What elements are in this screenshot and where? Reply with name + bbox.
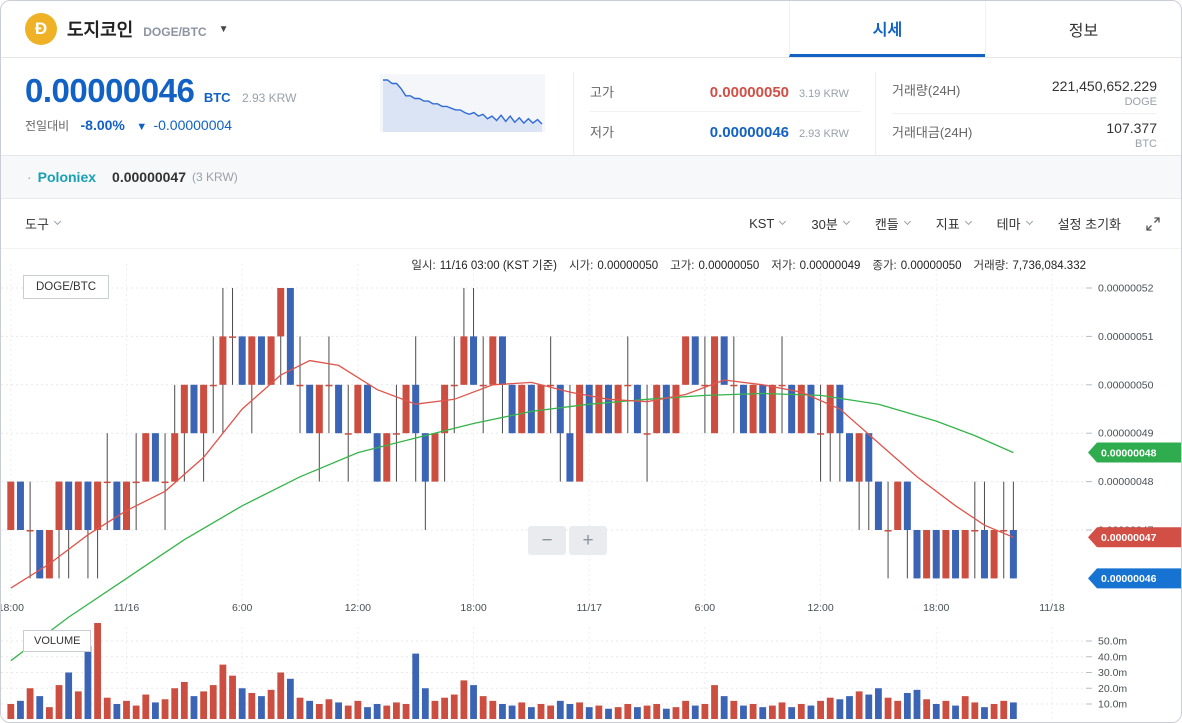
svg-text:0.00000048: 0.00000048 (1098, 476, 1154, 488)
header-tabs: 시세 정보 (789, 1, 1181, 57)
price-pane-label: DOGE/BTC (23, 275, 110, 299)
chart-toolbar: 도구 KST 30분 캔들 지표 테마 설정 초기화 (1, 199, 1181, 249)
svg-text:11/18: 11/18 (1039, 602, 1065, 614)
fullscreen-expand-icon[interactable] (1145, 216, 1161, 232)
coin-name: 도지코인 (67, 20, 134, 40)
volume-24h-unit: DOGE (1124, 96, 1157, 108)
exchange-name: Poloniex (37, 169, 97, 185)
exchange-compare-strip: · Poloniex 0.00000047 (3 KRW) (1, 156, 1181, 199)
mini-sparkline (380, 74, 545, 132)
amount-24h-row: 거래대금(24H) 107.377 BTC (892, 114, 1157, 155)
svg-text:40.0m: 40.0m (1098, 651, 1127, 663)
svg-text:0.00000049: 0.00000049 (1098, 428, 1154, 440)
chevron-down-icon (964, 217, 972, 226)
zoom-in-button[interactable]: + (569, 526, 607, 555)
price-krw-equiv: 2.93 KRW (241, 91, 297, 105)
candlestick-chart[interactable]: 0.00000052 0.00000051 0.00000050 0.00000049… (1, 249, 1182, 722)
ohlc-pair: 시가: 0.00000050 (569, 260, 659, 272)
header: Đ 도지코인 DOGE/BTC ▼ 시세 정보 (1, 1, 1181, 58)
tab-price[interactable]: 시세 (789, 1, 985, 57)
toolbar-dropdown-캔들[interactable]: 캔들 (875, 214, 911, 233)
amount-24h-label: 거래대금(24H) (892, 125, 973, 140)
zoom-controls: − + (528, 526, 607, 555)
svg-text:18:00: 18:00 (923, 602, 949, 614)
svg-text:12:00: 12:00 (345, 602, 371, 614)
svg-text:0.00000048: 0.00000048 (1101, 447, 1157, 459)
svg-text:0.00000052: 0.00000052 (1098, 283, 1154, 295)
price-summary: 0.00000046 BTC 2.93 KRW 전일대비 -8.00% ▼ -0… (1, 58, 1181, 156)
svg-text:18:00: 18:00 (460, 602, 486, 614)
svg-text:30.0m: 30.0m (1098, 667, 1127, 679)
high-krw: 3.19 KRW (799, 88, 849, 100)
volume-24h-value: 221,450,652.229 (1051, 78, 1157, 94)
ohlc-pair: 저가: 0.00000049 (771, 260, 861, 272)
volume-pane-label: VOLUME (23, 630, 92, 652)
amount-24h-value: 107.377 (1106, 120, 1157, 136)
toolbar-right: KST 30분 캔들 지표 테마 설정 초기화 (723, 214, 1161, 233)
low-row: 저가 0.00000046 2.93 KRW (590, 112, 861, 152)
ohlc-pair: 거래량: 7,736,084.332 (973, 260, 1086, 272)
current-price-block: 0.00000046 BTC 2.93 KRW 전일대비 -8.00% ▼ -0… (25, 72, 380, 155)
change-amount: -0.00000004 (153, 117, 233, 133)
coin-dropdown-caret-icon[interactable]: ▼ (218, 23, 229, 35)
volume-24h-label: 거래량(24H) (892, 83, 961, 98)
high-label: 고가 (590, 85, 614, 100)
tab-info[interactable]: 정보 (985, 1, 1181, 57)
bullet: · (27, 169, 32, 185)
low-krw: 2.93 KRW (799, 128, 849, 140)
change-percent: -8.00% (80, 117, 125, 133)
chevron-down-icon (842, 217, 850, 226)
price-currency: BTC (203, 90, 231, 105)
low-value: 0.00000046 (709, 124, 789, 141)
svg-text:11/16: 11/16 (114, 602, 140, 614)
coin-info: Đ 도지코인 DOGE/BTC ▼ (25, 1, 229, 57)
svg-text:10.0m: 10.0m (1098, 699, 1127, 711)
chevron-down-icon (53, 217, 61, 226)
svg-text:0.00000051: 0.00000051 (1098, 331, 1154, 343)
zoom-out-button[interactable]: − (528, 526, 566, 555)
ohlc-pair: 일시: 11/16 03:00 (KST 기준) (411, 260, 558, 272)
mini-sparkline-svg (383, 79, 543, 132)
volume-24h-row: 거래량(24H) 221,450,652.229 DOGE (892, 72, 1157, 114)
coin-pair-label: DOGE/BTC (143, 24, 207, 39)
down-arrow-icon: ▼ (136, 121, 148, 133)
dogecoin-logo-icon: Đ (25, 13, 57, 45)
price-change-line: 전일대비 -8.00% ▼ -0.00000004 (25, 117, 380, 134)
low-label: 저가 (590, 125, 614, 140)
ohlc-pair: 종가: 0.00000050 (872, 260, 962, 272)
chart-region: 일시: 11/16 03:00 (KST 기준) 시가: 0.00000050 고가: 0… (1, 249, 1181, 722)
svg-text:11/17: 11/17 (576, 602, 602, 614)
svg-text:0.00000046: 0.00000046 (1101, 573, 1157, 585)
ohlc-pair: 고가: 0.00000050 (670, 260, 760, 272)
ohlc-info-line: 일시: 11/16 03:00 (KST 기준) 시가: 0.00000050 고가: 0… (411, 257, 1086, 273)
exchange-price: 0.00000047 (112, 169, 186, 185)
svg-text:50.0m: 50.0m (1098, 636, 1127, 648)
reset-settings-button[interactable]: 설정 초기화 (1057, 217, 1121, 232)
svg-text:0.00000050: 0.00000050 (1098, 379, 1154, 391)
change-label: 전일대비 (25, 119, 70, 133)
current-price: 0.00000046 (25, 72, 195, 109)
toolbar-dropdown-지표[interactable]: 지표 (936, 214, 972, 233)
high-low-block: 고가 0.00000050 3.19 KRW 저가 0.00000046 2.9… (573, 72, 861, 155)
toolbar-dropdown-KST[interactable]: KST (749, 216, 787, 231)
high-row: 고가 0.00000050 3.19 KRW (590, 72, 861, 112)
svg-text:0.00000047: 0.00000047 (1101, 532, 1157, 544)
high-value: 0.00000050 (709, 84, 789, 101)
chevron-down-icon (903, 217, 911, 226)
toolbar-left: 도구 (25, 214, 61, 233)
volume-stats-block: 거래량(24H) 221,450,652.229 DOGE 거래대금(24H) … (875, 72, 1157, 155)
toolbar-dropdown-테마[interactable]: 테마 (997, 214, 1033, 233)
chevron-down-icon (1025, 217, 1033, 226)
svg-text:18:00: 18:00 (1, 602, 24, 614)
toolbar-dropdown-30분[interactable]: 30분 (811, 214, 850, 233)
exchange-price-krw: (3 KRW) (192, 170, 238, 184)
tools-dropdown[interactable]: 도구 (25, 214, 61, 233)
svg-text:20.0m: 20.0m (1098, 683, 1127, 695)
chevron-down-icon (779, 217, 787, 226)
svg-text:6:00: 6:00 (232, 602, 253, 614)
svg-text:6:00: 6:00 (695, 602, 716, 614)
svg-text:12:00: 12:00 (807, 602, 833, 614)
amount-24h-unit: BTC (1135, 138, 1157, 150)
